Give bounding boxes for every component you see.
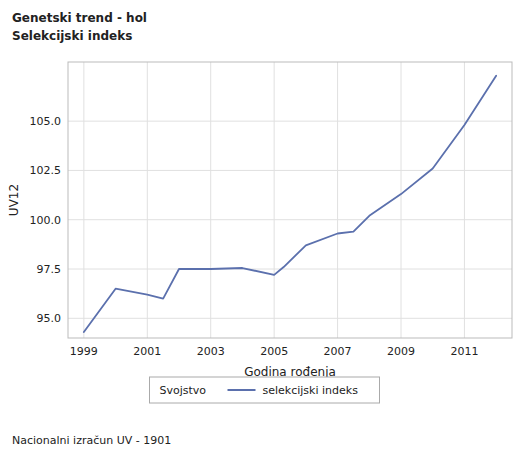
legend-swatch xyxy=(228,389,256,391)
title: Genetski trend - hol xyxy=(12,11,147,25)
x-tick-label: 2005 xyxy=(260,345,288,358)
plot-frame xyxy=(68,62,512,338)
x-tick-label: 1999 xyxy=(70,345,98,358)
y-tick-label: 102.5 xyxy=(30,164,62,177)
x-tick-label: 2003 xyxy=(197,345,225,358)
grid-line xyxy=(68,121,512,122)
line xyxy=(84,76,496,332)
grid-line xyxy=(337,62,338,338)
subtitle: Selekcijski indeks xyxy=(12,29,132,43)
grid-line xyxy=(401,62,402,338)
x-tick-label: 2011 xyxy=(450,345,478,358)
x-tick-label: 2001 xyxy=(133,345,161,358)
grid-line xyxy=(147,62,148,338)
chart: Genetski trend - hol Selekcijski indeks 95… xyxy=(0,0,529,454)
axes: 95.0 97.5 100.0 102.5 105.0 1999 2001 2003 2005 2… xyxy=(7,62,512,379)
y-tick-label: 95.0 xyxy=(37,312,62,325)
grid-line xyxy=(464,62,465,338)
legend-box xyxy=(150,377,380,403)
grid-line xyxy=(68,219,512,220)
grid-line xyxy=(83,62,84,338)
legend-title: Svojstvo xyxy=(160,384,207,397)
x-tick-label: 2009 xyxy=(387,345,415,358)
grid-line xyxy=(210,62,211,338)
y-tick-label: 100.0 xyxy=(30,214,62,227)
series-group xyxy=(84,76,496,332)
x-tick-label: 2007 xyxy=(324,345,352,358)
grid-line xyxy=(68,318,512,319)
grid-line xyxy=(68,170,512,171)
grid-line xyxy=(68,269,512,270)
y-axis-label: UV12 xyxy=(7,184,21,216)
footnote: Nacionalni izračun UV - 1901 xyxy=(12,434,171,447)
legend: Svojstvo selekcijski indeks xyxy=(150,377,380,403)
grid xyxy=(68,62,512,338)
y-tick-label: 97.5 xyxy=(37,263,62,276)
legend-label: selekcijski indeks xyxy=(263,384,359,397)
grid-line xyxy=(274,62,275,338)
y-tick-label: 105.0 xyxy=(30,115,62,128)
